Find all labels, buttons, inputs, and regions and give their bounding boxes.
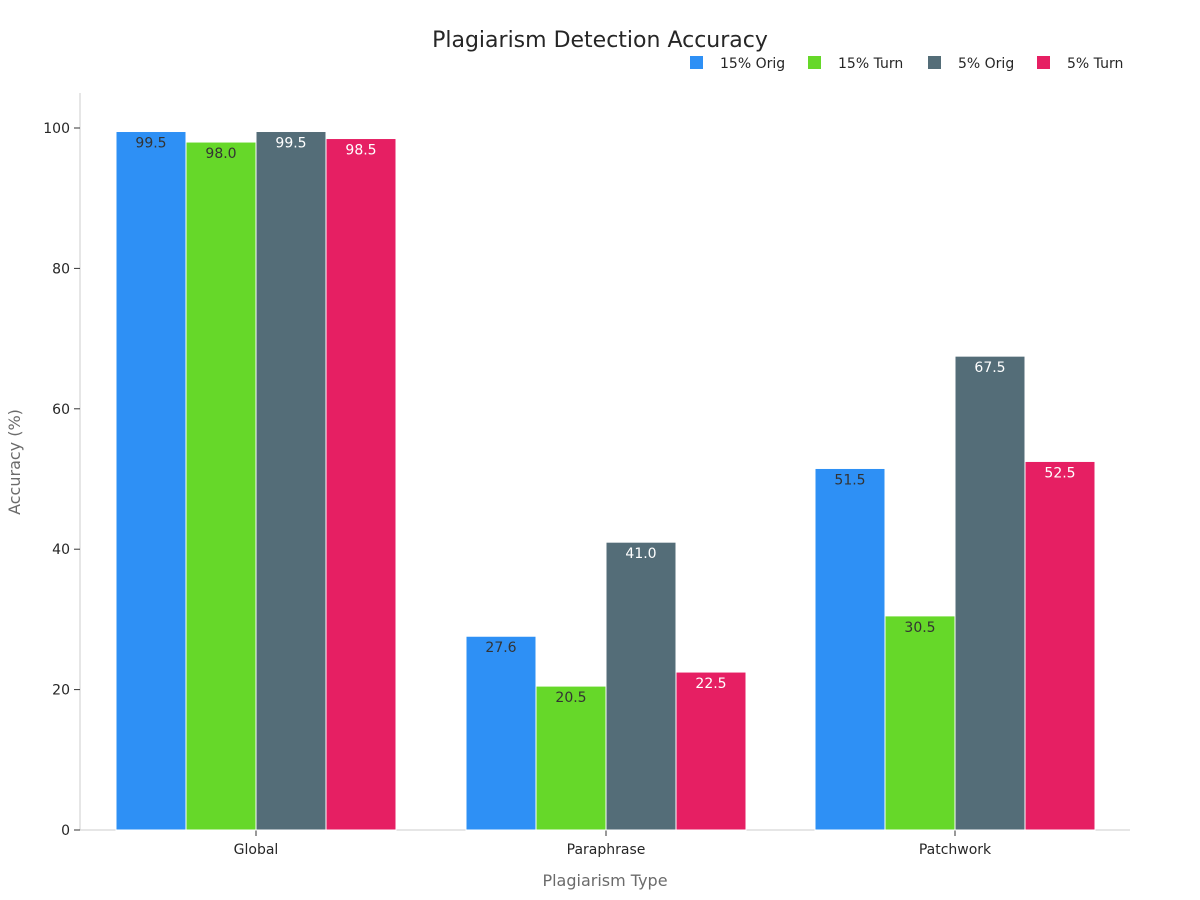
legend-label-15-orig: 15% Orig	[720, 56, 785, 72]
y-tick-label: 80	[52, 261, 70, 277]
bar-5-orig-paraphrase	[605, 541, 677, 831]
bar-15-orig-patchwork	[814, 467, 886, 831]
legend-swatch-15-orig	[690, 56, 703, 69]
x-tick-label: Paraphrase	[567, 842, 646, 858]
y-axis-title: Accuracy (%)	[5, 409, 24, 515]
bar-15-turn-patchwork	[884, 615, 956, 831]
legend-label-15-turn: 15% Turn	[838, 56, 903, 72]
bar-value-label: 20.5	[555, 690, 586, 706]
y-tick-label: 60	[52, 402, 70, 418]
legend-label-5-orig: 5% Orig	[958, 56, 1014, 72]
bar-value-label: 98.0	[205, 146, 236, 162]
legend-swatch-5-orig	[928, 56, 941, 69]
x-ticks: Global Paraphrase Patchwork	[234, 830, 992, 858]
bar-5-turn-global	[325, 138, 397, 831]
bar-5-orig-patchwork	[954, 355, 1026, 831]
x-tick-label: Global	[234, 842, 279, 858]
bar-value-label: 52.5	[1044, 465, 1075, 481]
y-tick-label: 100	[43, 121, 70, 137]
bar-value-label: 99.5	[135, 136, 166, 152]
bar-15-orig-paraphrase	[465, 635, 537, 831]
x-axis-title: Plagiarism Type	[542, 871, 667, 890]
bar-15-turn-paraphrase	[535, 685, 607, 831]
y-tick-label: 0	[61, 823, 70, 839]
bar-value-label: 51.5	[834, 472, 865, 488]
bar-value-label: 22.5	[695, 676, 726, 692]
legend-swatch-15-turn	[808, 56, 821, 69]
chart-title: Plagiarism Detection Accuracy	[432, 28, 768, 53]
bar-value-label: 98.5	[345, 143, 376, 159]
bar-value-label: 30.5	[904, 620, 935, 636]
y-tick-label: 40	[52, 542, 70, 558]
bar-value-label: 27.6	[485, 640, 516, 656]
bar-5-turn-patchwork	[1024, 460, 1096, 831]
bars: 99.5 98.0 99.5 98.5 27.6 20.5 41.0 22.5 51.5 30.5…	[115, 131, 1096, 831]
bar-value-label: 99.5	[275, 136, 306, 152]
legend-swatch-5-turn	[1037, 56, 1050, 69]
bar-value-label: 41.0	[625, 546, 656, 562]
x-tick-label: Patchwork	[919, 842, 992, 858]
legend-label-5-turn: 5% Turn	[1067, 56, 1123, 72]
y-ticks: 0 20 40 60 80 100	[43, 121, 80, 839]
y-tick-label: 20	[52, 683, 70, 699]
bar-value-label: 67.5	[974, 360, 1005, 376]
bar-5-turn-paraphrase	[675, 671, 747, 831]
bar-5-orig-global	[255, 131, 327, 831]
bar-15-orig-global	[115, 131, 187, 831]
legend: 15% Orig 15% Turn 5% Orig 5% Turn	[690, 56, 1123, 72]
bar-15-turn-global	[185, 141, 257, 831]
